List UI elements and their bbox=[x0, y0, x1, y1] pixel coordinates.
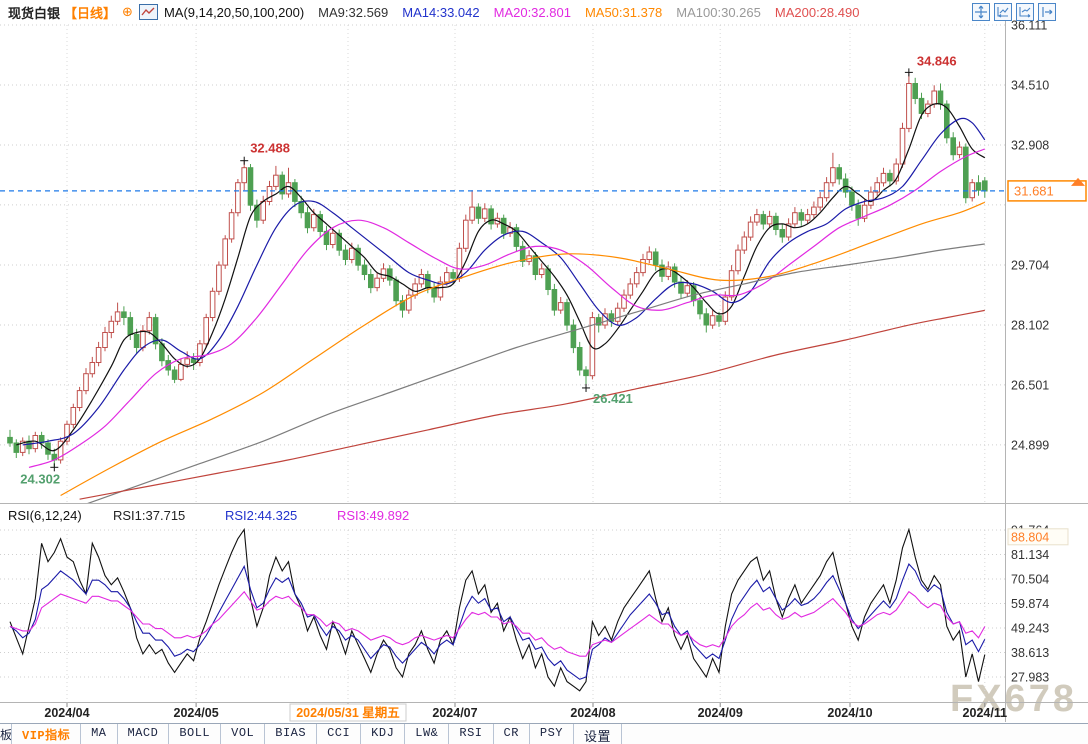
indicator-tab-VIP指标[interactable]: VIP指标 bbox=[12, 724, 82, 744]
watermark: FX678 bbox=[950, 678, 1077, 720]
ma-line-MA100 bbox=[84, 243, 985, 504]
last-price-value: 31.681 bbox=[1014, 183, 1054, 198]
indicator-tab-CCI[interactable]: CCI bbox=[317, 724, 362, 744]
price-axis-label: 32.908 bbox=[1011, 139, 1049, 153]
ma-value-label: MA9:32.569 bbox=[318, 4, 389, 20]
indicator-tab-VOL[interactable]: VOL bbox=[221, 724, 266, 744]
rsi-axis-label: 27.983 bbox=[1011, 671, 1049, 685]
rsi-params-label: RSI(6,12,24) bbox=[8, 508, 82, 523]
rsi-line-RSI2 bbox=[9, 562, 986, 680]
symbol-name: 现货白银 bbox=[8, 5, 61, 21]
price-axis-label: 29.704 bbox=[1011, 259, 1049, 273]
price-axis-label: 26.501 bbox=[1011, 378, 1049, 392]
price-marker-label: 24.302 bbox=[20, 471, 60, 486]
rsi-highlight-label: 88.804 bbox=[1011, 530, 1049, 544]
ma-line-MA50 bbox=[60, 201, 986, 497]
fit-x-axis-icon[interactable] bbox=[994, 3, 1012, 21]
ma-line-MA200 bbox=[79, 309, 985, 500]
date-axis: 2024/04 2024/05 2024/05/31 星期五 2024/07 2024/… bbox=[44, 703, 1008, 722]
ma-line-MA9 bbox=[16, 103, 986, 452]
indicator-tab-RSI[interactable]: RSI bbox=[449, 724, 494, 744]
indicator-tab-BIAS[interactable]: BIAS bbox=[265, 724, 318, 744]
price-axis-label: 24.899 bbox=[1011, 438, 1049, 452]
rsi-line-RSI1 bbox=[9, 528, 986, 692]
ma-params-label: MA(9,14,20,50,100,200) bbox=[163, 4, 305, 20]
candle-series bbox=[7, 72, 988, 468]
rsi-axis-label: 70.504 bbox=[1011, 573, 1049, 587]
rsi-axis: 91.76481.13470.50459.87449.24338.61327.9… bbox=[1007, 524, 1069, 685]
price-marker-label: 34.846 bbox=[917, 53, 957, 68]
ma-values: MA9:32.569 MA14:33.042 MA20:32.801 MA50:31.… bbox=[304, 5, 859, 20]
circled-plus-icon[interactable]: ⊕ bbox=[122, 4, 133, 19]
date-axis-label: 2024/11 bbox=[963, 706, 1008, 720]
last-price-box bbox=[1007, 180, 1087, 202]
date-axis-label: 2024/08 bbox=[570, 706, 615, 720]
rsi-axis-label: 59.874 bbox=[1011, 597, 1049, 611]
indicator-tab-设置[interactable]: 设置 bbox=[574, 724, 623, 744]
rsi-axis-label: 38.613 bbox=[1011, 646, 1049, 660]
ma-value-label: MA200:28.490 bbox=[774, 4, 860, 20]
indicator-toolbar: 板 VIP指标 MA MACD BOLL VOL BIAS CCI KDJ LW& RSI CR PSY… bbox=[0, 723, 1088, 744]
indicator-tab-MACD[interactable]: MACD bbox=[118, 724, 170, 744]
date-axis-label: 2024/05 bbox=[174, 706, 219, 720]
date-axis-label: 2024/09 bbox=[698, 706, 743, 720]
date-axis-label: 2024/07 bbox=[432, 706, 477, 720]
rsi-value-label: RSI3:49.892 bbox=[337, 508, 409, 523]
period-label[interactable]: 【日线】 bbox=[64, 5, 117, 21]
price-axis: 36.111 34.510 32.908 29.704 28.102 26.501 24.8… bbox=[1007, 19, 1087, 452]
price-axis-label: 36.111 bbox=[1011, 19, 1047, 33]
rsi-pane bbox=[9, 528, 986, 692]
expand-x-axis-icon[interactable] bbox=[1016, 3, 1034, 21]
indicator-tab-KDJ[interactable]: KDJ bbox=[361, 724, 406, 744]
ma-value-label: MA50:31.378 bbox=[584, 4, 663, 20]
ma-value-label: MA20:32.801 bbox=[493, 4, 571, 20]
goto-latest-icon[interactable] bbox=[1038, 3, 1056, 21]
ma-value-label: MA14:33.042 bbox=[402, 4, 480, 20]
indicator-tab-板[interactable]: 板 bbox=[0, 724, 12, 744]
rsi-value-label: RSI1:37.715 bbox=[113, 508, 185, 523]
window-toolbar bbox=[972, 3, 1056, 21]
selected-date-label: 2024/05/31 星期五 bbox=[296, 705, 400, 720]
price-axis-label: 34.510 bbox=[1011, 79, 1049, 93]
indicator-tab-CR[interactable]: CR bbox=[494, 724, 530, 744]
price-marker-label: 32.488 bbox=[250, 141, 290, 156]
date-axis-label: 2024/04 bbox=[44, 706, 89, 720]
ma-lines bbox=[16, 103, 986, 504]
indicator-tab-PSY[interactable]: PSY bbox=[530, 724, 575, 744]
rsi-line-RSI3 bbox=[9, 590, 986, 657]
price-up-arrow-icon bbox=[1071, 177, 1085, 186]
line-chart-icon[interactable] bbox=[138, 4, 158, 20]
rsi-header: RSI(6,12,24) RSI1:37.715 RSI2:44.325 RSI3:4… bbox=[8, 508, 409, 523]
chart-header: 现货白银 【日线】 ⊕ MA(9,14,20,50,100,200) MA9:3… bbox=[0, 0, 1088, 24]
ma-value-label: MA100:30.265 bbox=[676, 4, 761, 20]
date-axis-label: 2024/10 bbox=[827, 706, 872, 720]
price-axis-label: 28.102 bbox=[1011, 319, 1049, 333]
indicator-tab-MA[interactable]: MA bbox=[81, 724, 118, 744]
rsi-value-label: RSI2:44.325 bbox=[225, 508, 297, 523]
main-gridlines bbox=[0, 24, 1005, 702]
rsi-axis-label: 49.243 bbox=[1011, 622, 1049, 636]
rsi-axis-label: 81.134 bbox=[1011, 548, 1049, 562]
price-extreme-markers: 32.488 34.846 26.421 24.302 bbox=[20, 53, 956, 486]
price-marker-label: 26.421 bbox=[593, 391, 633, 406]
pan-move-icon[interactable] bbox=[972, 3, 990, 21]
ma-line-MA20 bbox=[28, 148, 986, 468]
indicator-tab-LW&[interactable]: LW& bbox=[405, 724, 450, 744]
indicator-tab-BOLL[interactable]: BOLL bbox=[169, 724, 222, 744]
